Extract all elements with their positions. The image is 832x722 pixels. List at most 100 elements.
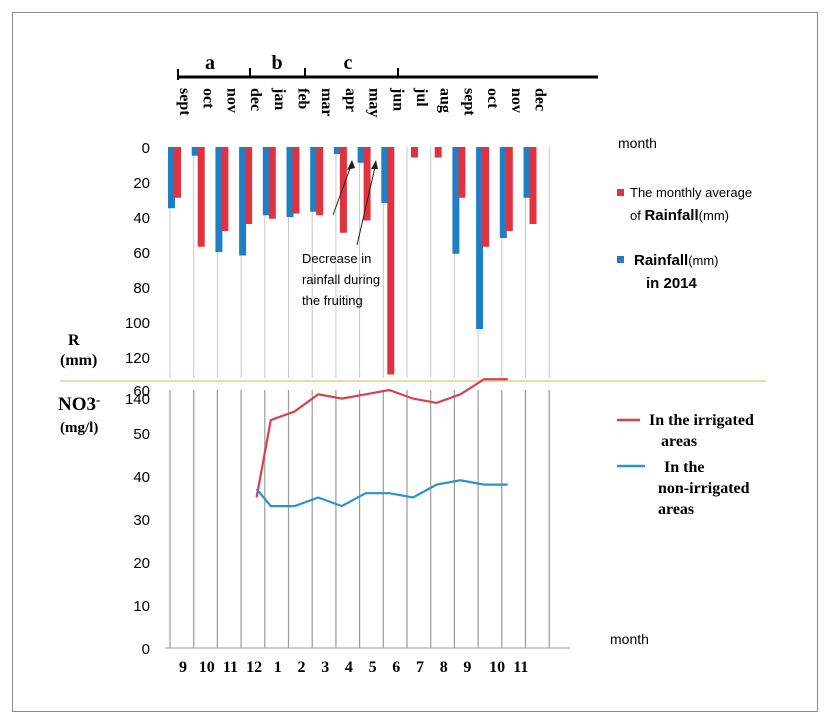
y-tick-label: 40 <box>133 210 150 227</box>
month-label: jun <box>389 87 406 111</box>
month-label: oct <box>200 88 217 109</box>
bar-rainfall-2014 <box>286 147 294 217</box>
bar-series <box>168 147 537 375</box>
x-tick-label: 9 <box>463 659 471 676</box>
month-label: feb <box>295 88 312 109</box>
legend-irrigated-line2: areas <box>661 433 697 450</box>
x-tick-label: 10 <box>489 659 505 676</box>
y-tick-label-line: 10 <box>133 598 150 615</box>
y-tick-label-line: 30 <box>133 512 150 529</box>
x-tick-label: 12 <box>246 659 262 676</box>
bar-rainfall-2014 <box>452 147 460 254</box>
legend-non-irrigated-line: areas <box>658 501 694 518</box>
legend-swatch-average <box>617 189 624 196</box>
y-tick-label-line: 20 <box>133 555 150 572</box>
month-label: apr <box>342 88 359 112</box>
line-y-axis-label: NO3- <box>58 392 100 415</box>
bar-rainfall-2014 <box>333 147 341 154</box>
month-axis-label-bottom: month <box>610 631 649 647</box>
x-tick-label: 11 <box>513 659 528 676</box>
x-tick-label: 1 <box>274 659 282 676</box>
bar-monthly-average <box>458 147 466 198</box>
y-tick-label: 20 <box>133 175 150 192</box>
line-irrigated <box>255 378 508 498</box>
bar-rainfall-2014 <box>499 147 507 238</box>
bar-monthly-average <box>482 147 490 247</box>
month-label: oct <box>484 88 501 109</box>
x-tick-label: 11 <box>223 659 238 676</box>
month-label: aug <box>437 88 454 113</box>
annotation-arrowhead <box>347 160 355 170</box>
bar-rainfall-2014 <box>523 147 531 198</box>
bar-rainfall-2014 <box>357 147 365 163</box>
annotation-text: rainfall during <box>302 272 380 287</box>
bar-monthly-average <box>387 147 395 375</box>
y-tick-label-line: 40 <box>133 469 150 486</box>
x-tick-label: 10 <box>199 659 215 676</box>
legend-swatch-2014 <box>617 256 624 263</box>
month-label: mar <box>318 88 335 116</box>
bar-monthly-average <box>363 147 371 221</box>
legend-non-irrigated-line: non-irrigated <box>658 480 750 497</box>
y-tick-label: 100 <box>125 315 150 332</box>
bar-monthly-average <box>316 147 324 216</box>
month-label: nov <box>223 88 240 113</box>
period-label: c <box>344 52 353 74</box>
bar-monthly-average <box>292 147 300 214</box>
y-tick-label-line: 50 <box>133 426 150 443</box>
y-axis-unit: (mm) <box>60 352 97 369</box>
month-label: may <box>366 88 383 117</box>
bar-monthly-average <box>339 147 347 233</box>
bar-rainfall-2014 <box>310 147 318 212</box>
bar-monthly-average <box>221 147 229 231</box>
bar-rainfall-2014 <box>239 147 247 256</box>
bar-monthly-average <box>434 147 442 158</box>
y-tick-label-line: 60 <box>133 383 150 400</box>
month-axis-label-top: month <box>618 135 657 151</box>
y-tick-label: 0 <box>142 140 150 157</box>
y-tick-label-line: 140 <box>125 391 150 408</box>
period-label: a <box>205 52 215 74</box>
bar-monthly-average <box>197 147 205 247</box>
line-non-irrigated <box>255 479 508 508</box>
line-y-axis-unit: (mg/l) <box>60 420 98 436</box>
x-tick-label: 4 <box>345 659 353 676</box>
y-tick-label: 120 <box>125 350 150 367</box>
annotation-arrow <box>356 162 377 246</box>
chart-frame <box>12 12 818 712</box>
y-axis-label: R <box>68 332 80 349</box>
legend-irrigated-line1: In the irrigated <box>649 412 754 429</box>
y-tick-label: 60 <box>133 245 150 262</box>
y-tick-label: 80 <box>133 280 150 297</box>
bar-monthly-average <box>505 147 513 231</box>
x-tick-label: 9 <box>179 659 187 676</box>
y-tick-label-line: 0 <box>142 641 150 658</box>
bar-rainfall-2014 <box>168 147 175 209</box>
legend-2014-line2: in 2014 <box>646 275 698 292</box>
annotation-arrowhead <box>371 160 378 169</box>
bar-rainfall-2014 <box>191 147 199 156</box>
legend-2014-line1: Rainfall(mm) <box>634 252 719 269</box>
month-label: jan <box>271 87 288 110</box>
month-label: sept <box>176 88 193 116</box>
x-tick-label: 6 <box>392 659 400 676</box>
period-label: b <box>271 52 282 74</box>
bar-monthly-average <box>245 147 253 224</box>
x-tick-label: 7 <box>416 659 424 676</box>
x-tick-label: 2 <box>298 659 306 676</box>
annotation-arrow <box>332 162 353 216</box>
month-label: dec <box>247 88 264 111</box>
month-label: dec <box>532 88 549 111</box>
month-label: jul <box>413 87 430 107</box>
month-label: nov <box>508 88 525 113</box>
bar-monthly-average <box>174 147 181 198</box>
bar-rainfall-2014 <box>476 147 484 329</box>
bar-rainfall-2014 <box>215 147 223 252</box>
month-label: sept <box>460 88 477 116</box>
legend-average-line2: of Rainfall(mm) <box>630 207 729 224</box>
legend-non-irrigated-line: In the <box>664 459 704 476</box>
annotation-text: the fruiting <box>302 293 363 308</box>
line-series <box>255 378 508 508</box>
